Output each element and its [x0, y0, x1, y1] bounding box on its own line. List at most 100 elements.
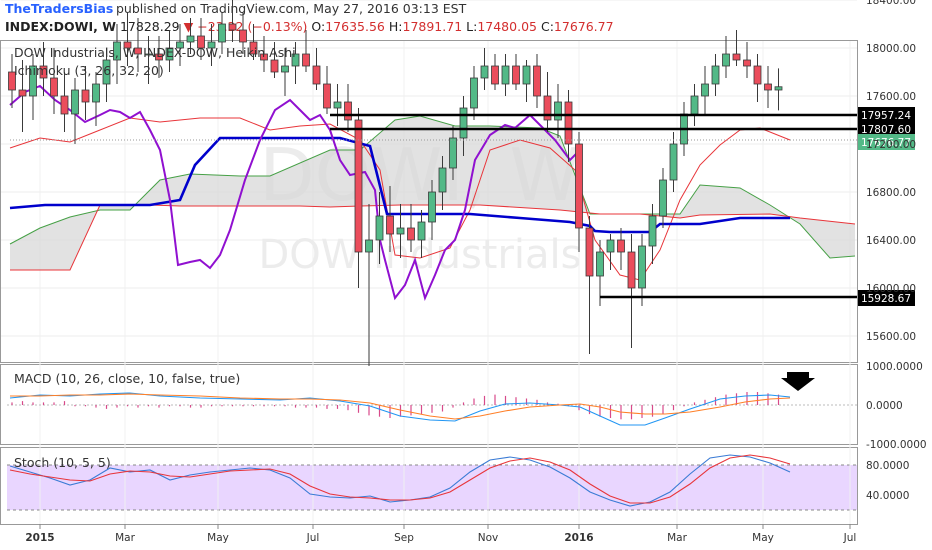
candle-body	[92, 83, 100, 103]
candle-body	[407, 227, 415, 241]
level-tag-1-text: 17957.24	[861, 110, 911, 122]
candle-body	[501, 65, 510, 85]
candle-body	[428, 191, 436, 223]
candle-body	[29, 65, 37, 97]
candle-body	[155, 53, 163, 61]
candle-body	[176, 41, 184, 49]
high-value: 17891.71	[402, 19, 463, 34]
candle-body	[438, 167, 447, 193]
candle-body	[522, 65, 531, 85]
time-axis-label: Jul	[306, 532, 320, 544]
candle-body	[291, 53, 300, 67]
candle-body	[774, 86, 783, 91]
candle-body	[123, 41, 132, 49]
close-value: 17676.77	[553, 19, 614, 34]
candle-body	[344, 101, 352, 121]
candle-body	[585, 227, 594, 277]
candle-body	[312, 65, 321, 85]
candle-body	[39, 65, 48, 79]
candle-body	[575, 143, 583, 229]
symbol-name[interactable]: INDEX:DOWI, W	[5, 19, 116, 34]
candle-body	[396, 227, 405, 235]
price-axis-label: 15600.00	[866, 331, 916, 343]
candle-body	[270, 59, 279, 73]
candle-body	[386, 215, 394, 235]
level-tag-3: 15928.67	[858, 290, 915, 306]
time-axis-labels[interactable]: 2015 Mar May Jul Sep Nov 2016 Mar May Jul	[25, 524, 856, 544]
macd-signal-line	[10, 393, 791, 420]
candle-body	[732, 53, 741, 61]
macd-axis-label-top: 1000.0000	[866, 361, 923, 373]
last-price: 17828.29	[119, 19, 180, 34]
time-axis-label: Sep	[394, 532, 414, 544]
candle-body	[50, 77, 58, 97]
candle-body	[711, 65, 720, 85]
candle-body	[701, 83, 709, 97]
candle-body	[207, 41, 216, 49]
time-axis-label: May	[207, 532, 229, 544]
time-axis-label: Mar	[667, 532, 687, 544]
candle-body	[8, 71, 16, 91]
stoch-band-fill	[7, 465, 857, 510]
published-text: published on TradingView.com, May 27, 20…	[116, 1, 467, 16]
candle-body	[764, 83, 772, 91]
candle-body	[18, 89, 27, 97]
candle-body	[239, 29, 247, 43]
candle-body	[71, 89, 79, 115]
candle-body	[648, 215, 657, 247]
symbol-quote-line: INDEX:DOWI, W 17828.29 ▼ −23.22 (−0.13%)…	[5, 19, 614, 34]
price-axis-label: 18400.00	[866, 0, 916, 7]
candle-body	[218, 23, 226, 43]
time-axis-label: Mar	[115, 532, 135, 544]
ichimoku-legend[interactable]: Ichimoku (3, 26, 32, 20)	[14, 63, 164, 78]
candle-body	[365, 239, 373, 253]
tenkan-line	[9, 117, 791, 281]
stoch-axis-label-80: 80.0000	[866, 460, 909, 472]
macd-pane-title[interactable]: MACD (10, 26, close, 10, false, true)	[14, 371, 240, 386]
price-axis-label: 16000.00	[866, 283, 916, 295]
candle-body	[375, 215, 384, 241]
time-axis-label: May	[752, 532, 774, 544]
macd-histogram	[11, 392, 780, 420]
level-tag-2: 17807.60	[858, 121, 915, 137]
candle-body	[144, 53, 153, 56]
price-axis-labels[interactable]: 15600.00 16000.00 16400.00 16800.00 17200.00…	[866, 0, 916, 343]
candle-body	[113, 41, 121, 61]
candle-body	[753, 65, 762, 85]
time-axis-label: Nov	[478, 532, 499, 544]
last-price-tag-text: 17676.77	[861, 137, 911, 149]
candle-body	[60, 95, 69, 115]
candle-body	[659, 179, 667, 217]
candle-body	[354, 119, 363, 253]
candle-body	[228, 23, 237, 31]
time-axis-label: 2016	[564, 532, 593, 544]
candle-body	[627, 251, 636, 289]
candle-body	[260, 53, 268, 61]
open-value: 17635.56	[325, 19, 385, 34]
candle-body	[480, 65, 489, 79]
candle-body	[722, 53, 730, 67]
candle-body	[470, 77, 478, 109]
main-pane-title[interactable]: DOW Industrials, W, INDEX-DOW, Heikin As…	[14, 45, 296, 60]
candle-body	[459, 107, 468, 139]
candle-body	[533, 65, 541, 97]
candle-body	[554, 101, 562, 121]
high-label: H:	[388, 19, 403, 34]
candle-body	[743, 59, 751, 67]
candle-body	[302, 53, 310, 67]
price-axis-label: 17200.00	[866, 139, 916, 151]
price-axis-label: 16400.00	[866, 235, 916, 247]
candle-body	[333, 101, 342, 109]
macd-axis-label-bottom: -1000.0000	[866, 439, 927, 451]
header-bar: TheTradersBias published on TradingView.…	[0, 0, 932, 38]
stoch-pane-title[interactable]: Stoch (10, 5, 5)	[14, 455, 111, 470]
candle-body	[617, 239, 625, 253]
publisher-link[interactable]: TheTradersBias	[5, 1, 114, 16]
candle-body	[543, 95, 552, 121]
candle-body	[638, 245, 646, 289]
time-axis-label: Jul	[843, 532, 857, 544]
chikou-line	[9, 84, 581, 302]
low-label: L:	[466, 19, 478, 34]
candle-body	[134, 47, 142, 55]
